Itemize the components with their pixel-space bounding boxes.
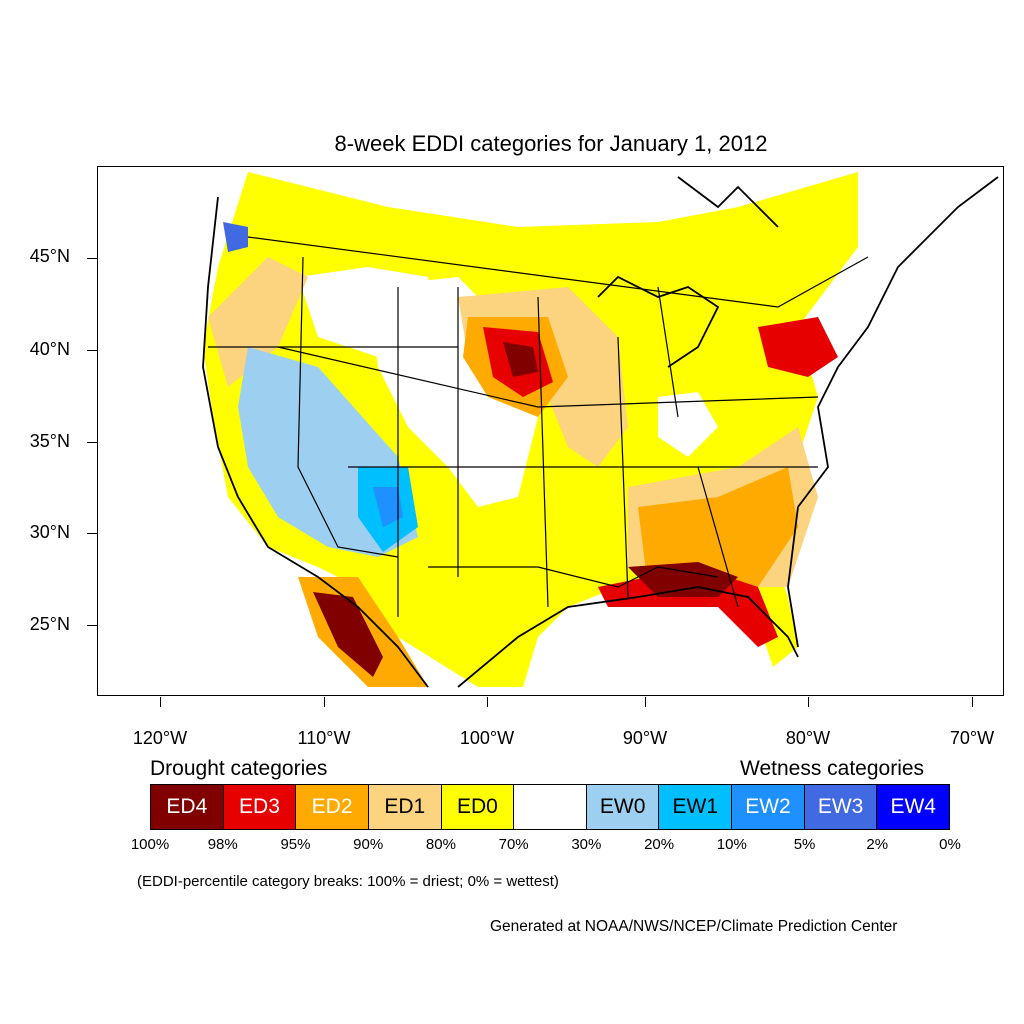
x-tick-80w: [808, 697, 809, 707]
map-panel: [97, 166, 1004, 696]
percentile-break-label: 80%: [425, 836, 456, 853]
x-tick-label-120w: 120°W: [132, 728, 188, 748]
legend-swatch-ew1: EW1: [659, 785, 733, 829]
y-tick-30n: [87, 533, 97, 534]
wetness-categories-heading: Wetness categories: [740, 757, 925, 780]
percentile-break-label: 0%: [939, 836, 961, 853]
category-legend: ED4 ED3 ED2 ED1 ED0 EW0 EW1 EW2 EW3 EW4: [150, 784, 950, 830]
x-tick-120w: [160, 697, 161, 707]
legend-swatch-ew2: EW2: [732, 785, 805, 829]
ed4-region-gulf: [628, 562, 738, 597]
percentile-break-label: 20%: [644, 836, 675, 853]
legend-swatch-ew4: EW4: [877, 785, 950, 829]
legend-swatch-neutral: [514, 785, 587, 829]
percentile-break-label: 100%: [130, 836, 170, 853]
percentile-break-label: 5%: [793, 836, 816, 853]
credit-line: Generated at NOAA/NWS/NCEP/Climate Predi…: [490, 918, 898, 935]
legend-swatch-ed0: ED0: [441, 785, 515, 829]
y-tick-45n: [87, 258, 97, 259]
y-tick-35n: [87, 442, 97, 443]
map-title: 8-week EDDI categories for January 1, 20…: [334, 131, 768, 156]
ed1-region-west: [208, 257, 308, 387]
ew2-region-southwest: [373, 487, 403, 527]
ed2-region-southeast: [638, 467, 798, 587]
x-tick-label-100w: 100°W: [459, 728, 515, 748]
y-tick-label-45n: 45°N: [29, 246, 70, 266]
percentile-break-label: 95%: [280, 836, 311, 853]
y-tick-40n: [87, 350, 97, 351]
y-tick-25n: [87, 625, 97, 626]
x-tick-70w: [972, 697, 973, 707]
x-tick-label-70w: 70°W: [949, 728, 995, 748]
x-tick-110w: [324, 697, 325, 707]
percentile-break-label: 98%: [207, 836, 238, 853]
x-tick-100w: [487, 697, 488, 707]
percentile-break-label: 90%: [353, 836, 384, 853]
x-tick-label-80w: 80°W: [785, 728, 831, 748]
percentile-break-label: 70%: [498, 836, 529, 853]
percentile-break-label: 10%: [716, 836, 747, 853]
category-note: (EDDI-percentile category breaks: 100% =…: [137, 873, 559, 890]
drought-categories-heading: Drought categories: [150, 757, 328, 780]
x-tick-label-90w: 90°W: [622, 728, 668, 748]
legend-swatch-ed4: ED4: [151, 785, 224, 829]
y-tick-label-25n: 25°N: [29, 614, 70, 634]
neutral-area-ohio: [658, 392, 718, 457]
boundary-lines: [208, 236, 869, 617]
ed3-region-northeast: [758, 317, 838, 377]
eddi-map: [202, 172, 999, 688]
legend-swatch-ed2: ED2: [296, 785, 369, 829]
neutral-area-north: [298, 267, 438, 357]
ed3-region-gulf: [598, 567, 778, 647]
legend-swatch-ew3: EW3: [804, 785, 878, 829]
ed4-region-mexico: [313, 592, 383, 677]
legend-swatch-ed1: ED1: [368, 785, 442, 829]
percentile-break-label: 30%: [571, 836, 602, 853]
legend-swatch-ew0: EW0: [586, 785, 660, 829]
ed4-region-dakotas: [503, 342, 538, 377]
percentile-break-label: 2%: [866, 836, 889, 853]
y-tick-label-30n: 30°N: [29, 522, 70, 542]
y-tick-label-35n: 35°N: [29, 431, 70, 451]
ew3-region-northwest: [223, 222, 248, 252]
x-tick-label-110w: 110°W: [297, 728, 351, 748]
legend-swatch-ed3: ED3: [223, 785, 297, 829]
coastlines: [202, 176, 999, 688]
y-tick-label-40n: 40°N: [29, 339, 70, 359]
x-tick-90w: [645, 697, 646, 707]
